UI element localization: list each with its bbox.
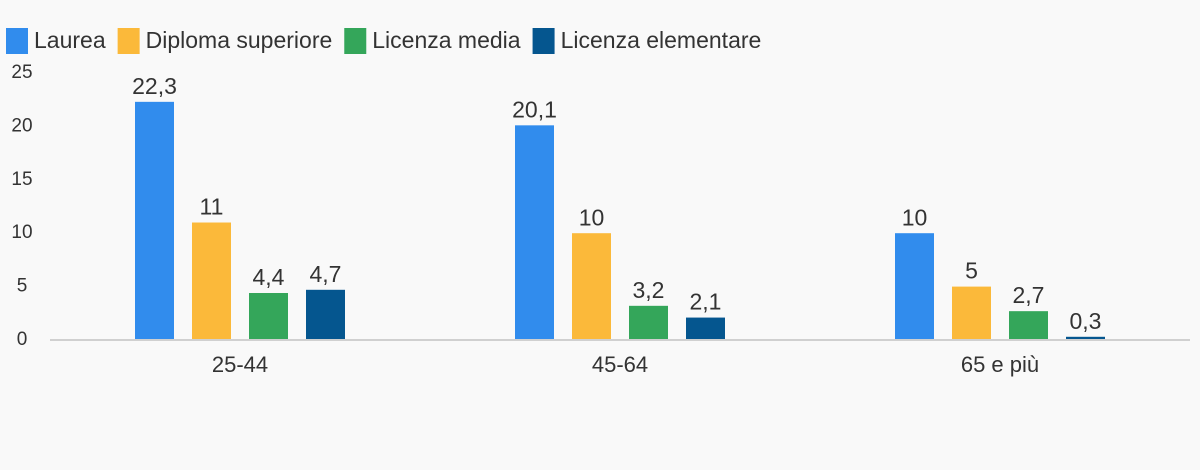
legend-label: Diploma superiore <box>146 27 333 53</box>
y-tick-label: 25 <box>11 62 32 83</box>
bar <box>952 286 991 340</box>
y-tick-label: 20 <box>11 115 32 136</box>
bar <box>192 222 231 340</box>
data-label: 0,3 <box>1070 308 1102 334</box>
data-label: 4,7 <box>310 261 342 287</box>
bar <box>249 293 288 340</box>
bar <box>572 233 611 340</box>
legend-swatch <box>6 28 28 54</box>
legend-label: Laurea <box>34 27 106 53</box>
bar <box>629 305 668 340</box>
x-tick-label: 65 e più <box>961 352 1039 377</box>
x-tick-label: 45-64 <box>592 352 648 377</box>
y-tick-label: 15 <box>11 169 32 190</box>
bar <box>306 289 345 340</box>
bar <box>1066 336 1105 340</box>
bar <box>895 233 934 340</box>
data-label: 2,1 <box>690 289 722 315</box>
data-label: 22,3 <box>132 73 177 99</box>
bar <box>1009 311 1048 340</box>
data-label: 10 <box>579 204 605 230</box>
legend-swatch <box>532 28 555 54</box>
legend-swatch <box>117 28 140 54</box>
legend-label: Licenza media <box>372 27 521 53</box>
legend-swatch <box>344 28 367 54</box>
legend-label: Licenza elementare <box>561 27 762 53</box>
data-label: 11 <box>200 194 224 220</box>
bar <box>515 125 554 340</box>
bar <box>135 101 174 340</box>
x-tick-label: 25-44 <box>212 352 268 377</box>
y-tick-label: 5 <box>17 276 28 297</box>
data-label: 3,2 <box>633 277 665 303</box>
data-label: 10 <box>902 204 928 230</box>
bar <box>686 317 725 340</box>
y-tick-label: 10 <box>11 222 32 243</box>
data-label: 5 <box>965 258 978 284</box>
data-label: 20,1 <box>512 96 557 122</box>
y-tick-label: 0 <box>17 329 28 350</box>
data-label: 4,4 <box>253 264 285 290</box>
data-label: 2,7 <box>1013 282 1045 308</box>
